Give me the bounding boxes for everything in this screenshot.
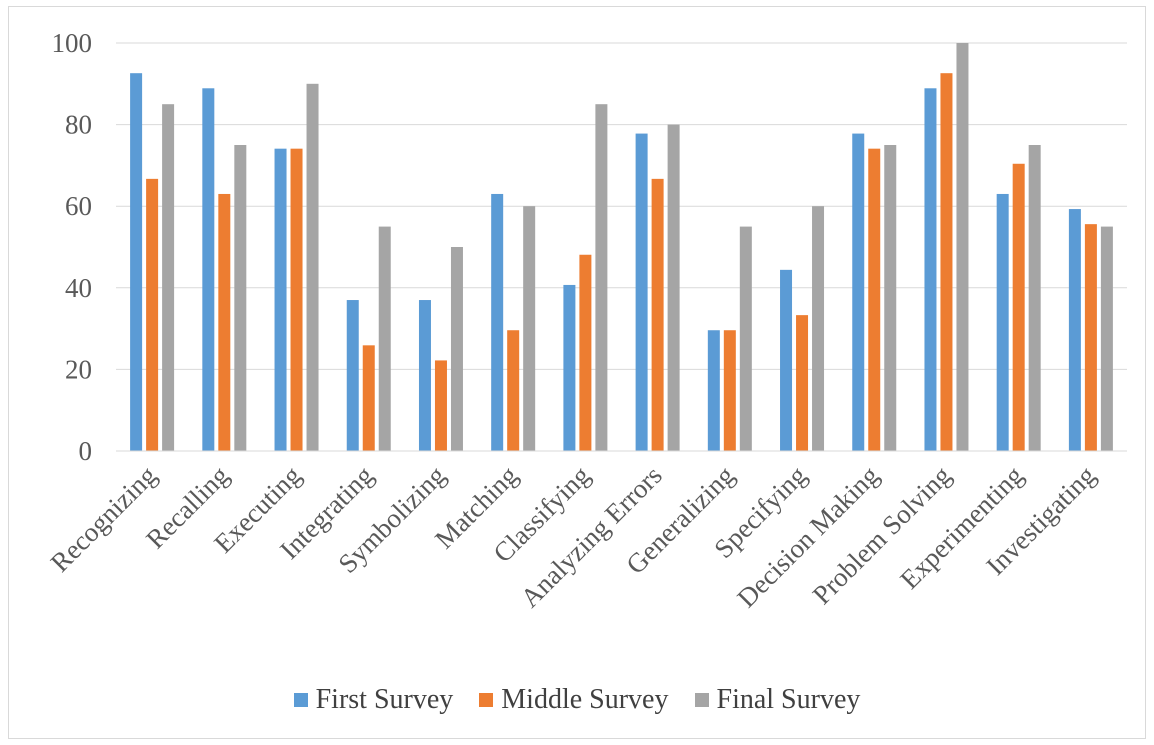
bar-first-survey-executing <box>274 148 287 451</box>
bar-first-survey-integrating <box>346 300 359 451</box>
bar-final-survey-executing <box>306 83 319 452</box>
bar-final-survey-investigating <box>1100 226 1113 451</box>
bar-first-survey-matching <box>491 193 504 451</box>
y-axis-ticks: 0 20 40 60 80 100 <box>52 28 93 466</box>
bar-final-survey-symbolizing <box>450 247 463 451</box>
bar-final-survey-recalling <box>234 145 247 451</box>
legend-swatch-middle-survey <box>479 693 494 707</box>
bar-first-survey-experimenting <box>996 193 1009 451</box>
bar-middle-survey-symbolizing <box>434 360 447 451</box>
bar-first-survey-recalling <box>202 88 215 452</box>
legend-swatch-final-survey <box>694 693 709 707</box>
bar-final-survey-classifying <box>595 104 608 451</box>
bar-first-survey-specifying <box>780 269 793 451</box>
bar-middle-survey-decision-making <box>868 148 881 451</box>
bar-middle-survey-integrating <box>362 345 375 451</box>
bar-first-survey-problem-solving <box>924 88 937 452</box>
bar-middle-survey-experimenting <box>1012 163 1025 451</box>
bar-middle-survey-specifying <box>796 315 809 451</box>
x-axis-labels: RecognizingRecallingExecutingIntegrating… <box>45 460 1101 613</box>
bar-first-survey-analyzing-errors <box>635 133 648 452</box>
bar-middle-survey-classifying <box>579 254 592 451</box>
legend-item-final-survey[interactable]: Final Survey <box>694 684 861 716</box>
bar-final-survey-generalizing <box>739 226 752 451</box>
x-tick-label-recognizing: Recognizing <box>45 460 163 578</box>
legend-item-first-survey[interactable]: First Survey <box>293 684 454 716</box>
chart-frame <box>8 6 1146 739</box>
legend-label-final-survey: Final Survey <box>716 684 861 715</box>
bar-final-survey-analyzing-errors <box>667 124 680 451</box>
bar-first-survey-investigating <box>1068 209 1081 451</box>
bar-first-survey-recognizing <box>130 73 143 451</box>
bars <box>130 43 1113 452</box>
bar-final-survey-problem-solving <box>956 43 969 451</box>
bar-first-survey-generalizing <box>707 330 720 451</box>
legend: First Survey Middle Survey Final Survey <box>0 680 1154 720</box>
bar-middle-survey-investigating <box>1084 224 1097 451</box>
legend-label-first-survey: First Survey <box>315 684 454 715</box>
legend-item-middle-survey[interactable]: Middle Survey <box>479 684 669 716</box>
bar-first-survey-classifying <box>563 284 576 451</box>
y-tick-label-100: 100 <box>52 28 93 58</box>
y-tick-label-80: 80 <box>65 110 92 140</box>
y-tick-label-0: 0 <box>79 436 93 466</box>
bar-middle-survey-analyzing-errors <box>651 178 664 451</box>
bar-middle-survey-generalizing <box>723 330 736 451</box>
bar-middle-survey-matching <box>507 330 520 451</box>
y-tick-label-40: 40 <box>65 273 92 303</box>
legend-swatch-first-survey <box>293 693 308 707</box>
gridlines <box>116 42 1127 370</box>
bar-middle-survey-problem-solving <box>940 73 953 451</box>
legend-label-middle-survey: Middle Survey <box>501 684 669 715</box>
y-tick-label-60: 60 <box>65 191 92 221</box>
bar-first-survey-decision-making <box>852 133 865 452</box>
bar-final-survey-recognizing <box>162 104 175 451</box>
bar-middle-survey-recognizing <box>146 178 159 451</box>
y-tick-label-20: 20 <box>65 354 92 384</box>
bar-final-survey-decision-making <box>884 145 897 451</box>
bar-final-survey-integrating <box>378 226 391 451</box>
bar-middle-survey-recalling <box>218 193 231 451</box>
bar-first-survey-symbolizing <box>418 300 431 451</box>
bar-final-survey-matching <box>523 206 536 451</box>
bar-final-survey-experimenting <box>1028 145 1041 451</box>
bar-middle-survey-executing <box>290 148 303 451</box>
bar-final-survey-specifying <box>812 206 825 451</box>
